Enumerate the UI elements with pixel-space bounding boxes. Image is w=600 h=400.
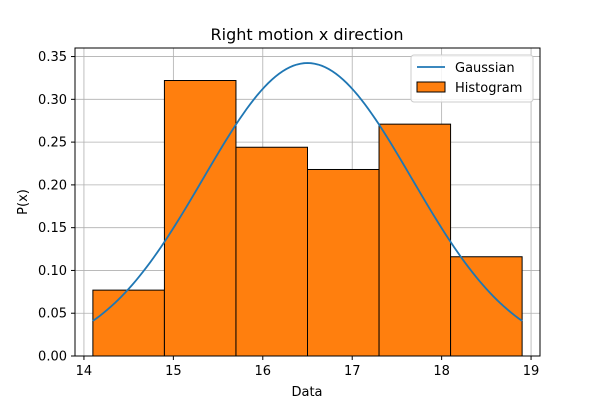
y-axis-ticks: 0.00 0.05 0.10 0.15 0.20 0.25 0.30 0.35 bbox=[38, 50, 75, 365]
y-tick-label: 0.35 bbox=[38, 50, 67, 65]
x-tick-label: 17 bbox=[344, 364, 361, 379]
histogram-bar bbox=[307, 168, 380, 357]
legend: Gaussian Histogram bbox=[410, 54, 534, 103]
y-tick-label: 0.20 bbox=[38, 178, 67, 193]
y-tick-label: 0.25 bbox=[38, 136, 67, 151]
x-tick-label: 19 bbox=[523, 364, 540, 379]
x-axis-label: Data bbox=[291, 385, 322, 400]
x-tick-label: 14 bbox=[76, 364, 93, 379]
histogram-bar bbox=[235, 146, 308, 357]
x-tick-label: 15 bbox=[165, 364, 182, 379]
y-tick-label: 0.15 bbox=[38, 221, 67, 236]
x-tick-label: 16 bbox=[255, 364, 272, 379]
y-tick-label: 0.30 bbox=[38, 93, 67, 108]
histogram-bar bbox=[450, 256, 523, 357]
histogram-bar bbox=[378, 123, 452, 357]
y-tick-label: 0.10 bbox=[38, 264, 67, 279]
x-axis-ticks: 14 15 16 17 18 19 bbox=[76, 356, 540, 379]
histogram-bars bbox=[92, 80, 523, 357]
plot-frame bbox=[74, 47, 541, 357]
histogram-bar bbox=[163, 80, 237, 357]
gaussian-curve-group bbox=[92, 62, 523, 322]
legend-histogram-swatch bbox=[416, 81, 446, 93]
x-tick-label: 18 bbox=[433, 364, 450, 379]
chart-title: Right motion x direction bbox=[211, 25, 404, 44]
y-tick-label: 0.05 bbox=[38, 307, 67, 322]
histogram-bar bbox=[92, 289, 165, 357]
legend-gaussian-label: Gaussian bbox=[455, 61, 515, 76]
y-axis-label: P(x) bbox=[16, 189, 31, 215]
gaussian-curve bbox=[92, 62, 523, 322]
y-tick-label: 0.00 bbox=[38, 350, 67, 365]
legend-histogram-label: Histogram bbox=[455, 81, 522, 96]
